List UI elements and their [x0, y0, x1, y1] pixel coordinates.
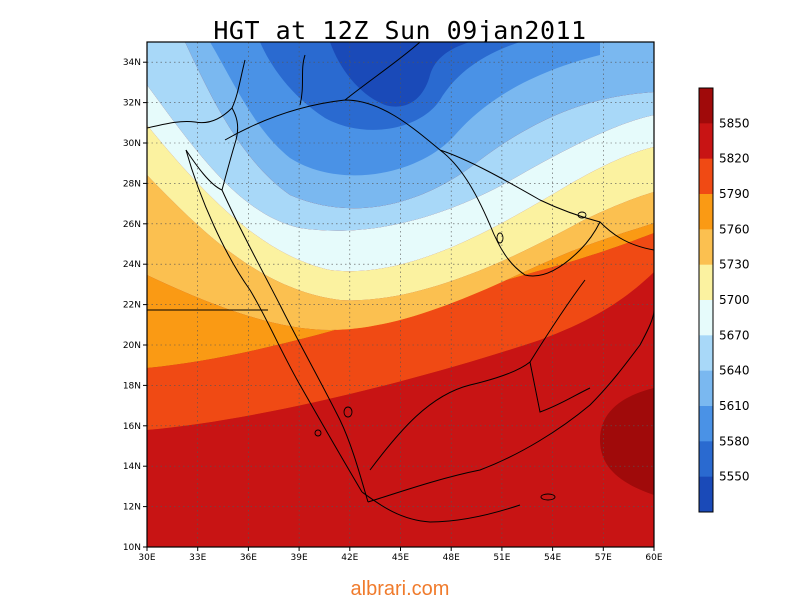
colorbar-swatch: [699, 88, 713, 124]
x-tick-label: 54E: [544, 553, 561, 563]
y-tick-label: 16N: [123, 422, 141, 432]
y-tick-label: 14N: [123, 462, 141, 472]
y-tick-label: 34N: [123, 58, 141, 68]
colorbar-swatch: [699, 123, 713, 160]
x-tick-label: 48E: [443, 553, 460, 563]
colorbar-label: 5550: [719, 470, 750, 484]
coastline-persian-gulf: [439, 149, 654, 277]
border-oman: [529, 279, 586, 363]
coastline-red-sea-west: [185, 149, 363, 493]
map-title: HGT at 12Z Sun 09jan2011: [213, 16, 587, 45]
band-5670: [147, 85, 654, 272]
coastline-iran: [439, 149, 601, 223]
watermark: albrari.com: [350, 578, 450, 600]
colorbar-label: 5790: [719, 187, 750, 201]
band-5820: [147, 270, 654, 547]
x-tick-label: 33E: [189, 553, 206, 563]
colorbar-swatch: [699, 158, 713, 195]
coastline-gulf-of-aden: [361, 491, 521, 523]
colorbar-swatch: [699, 406, 713, 442]
y-tick-label: 22N: [123, 301, 141, 311]
y-tick-label: 20N: [123, 341, 141, 351]
y-axis-ticks: 10N 12N 14N 16N 18N 20N 22N 24N 26N 28N 30N 32N 34N: [123, 58, 147, 553]
x-tick-label: 36E: [240, 553, 257, 563]
border-saudi-north: [224, 99, 441, 151]
band-5730: [147, 175, 654, 330]
x-tick-label: 30E: [138, 553, 155, 563]
colorbar-label: 5820: [719, 152, 750, 166]
coastline-arabia-south: [367, 309, 654, 503]
colorbar-label: 5760: [719, 222, 750, 236]
colorbar-label: 5580: [719, 434, 750, 448]
colorbar-label: 5670: [719, 328, 750, 342]
border-iraq: [299, 42, 421, 106]
colorbar-label: 5700: [719, 293, 750, 307]
colorbar-swatch: [699, 300, 713, 336]
y-tick-label: 18N: [123, 381, 141, 391]
colorbar: 5850 5820 5790 5760 5730 5700 5670 5640 5610 5580…: [699, 88, 750, 513]
band-5520: [330, 42, 470, 107]
x-tick-label: 51E: [493, 553, 510, 563]
coastlines-borders: [147, 42, 654, 523]
colorbar-swatch: [699, 370, 713, 407]
y-tick-label: 26N: [123, 220, 141, 230]
colorbar-swatch: [699, 264, 713, 301]
height-field: [147, 42, 654, 547]
grid-lines: [147, 42, 654, 547]
band-5700: [147, 125, 654, 301]
x-axis-ticks: 30E 33E 36E 39E 42E 45E 48E 51E 54E 57E 60E: [138, 547, 663, 563]
colorbar-swatch: [699, 194, 713, 230]
band-5760: [147, 223, 654, 368]
x-tick-label: 42E: [341, 553, 358, 563]
colorbar-swatch: [699, 441, 713, 478]
colorbar-label: 5610: [719, 399, 750, 413]
x-tick-label: 45E: [392, 553, 409, 563]
y-tick-label: 24N: [123, 260, 141, 270]
colorbar-swatch: [699, 476, 713, 513]
y-tick-label: 28N: [123, 179, 141, 189]
y-tick-label: 12N: [123, 503, 141, 513]
x-tick-label: 39E: [291, 553, 308, 563]
coastline-mediterranean: [147, 59, 246, 129]
lakes: [314, 211, 587, 501]
y-tick-label: 30N: [123, 139, 141, 149]
colorbar-label: 5850: [719, 116, 750, 130]
x-tick-label: 57E: [595, 553, 612, 563]
coastline-red-sea-east: [221, 189, 369, 503]
coastline-sinai: [185, 107, 239, 191]
colorbar-swatch: [699, 335, 713, 372]
colorbar-label: 5640: [719, 364, 750, 378]
colorbar-swatch: [699, 229, 713, 266]
colorbar-frame: [698, 87, 714, 513]
x-tick-label: 60E: [645, 553, 662, 563]
y-tick-label: 32N: [123, 99, 141, 109]
y-tick-label: 10N: [123, 543, 141, 553]
colorbar-label: 5730: [719, 258, 750, 272]
border-yemen: [369, 361, 591, 471]
